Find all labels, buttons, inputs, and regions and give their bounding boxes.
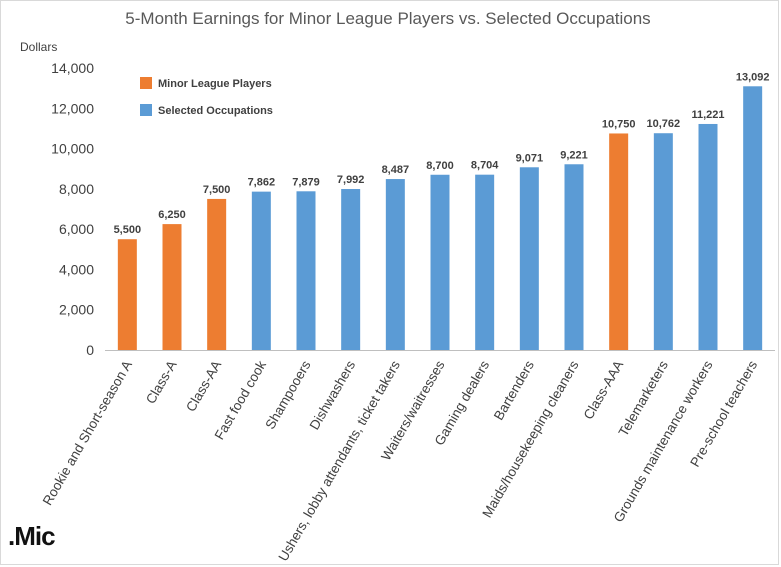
legend-label-selected-occupations: Selected Occupations	[158, 105, 273, 117]
y-tick-label: 10,000	[51, 141, 94, 157]
y-tick-label: 14,000	[51, 60, 94, 76]
bar	[296, 191, 316, 350]
x-tick-label: Shampooers	[262, 358, 313, 432]
x-tick-label: Dishwashers	[307, 358, 359, 433]
y-tick-label: 12,000	[51, 100, 94, 116]
data-labels: 5,500 6,250 7,500 7,862 7,879 7,992 8,487 8,700…	[114, 71, 770, 236]
data-label: 10,762	[647, 118, 681, 130]
x-tick-label: Class-A	[143, 358, 180, 406]
bars	[117, 86, 763, 351]
x-tick-label: Bartenders	[491, 358, 537, 423]
x-tick-label: Class-AAA	[581, 358, 627, 422]
chart-title: 5-Month Earnings for Minor League Player…	[125, 9, 650, 28]
bar	[653, 133, 673, 350]
bar	[251, 191, 271, 350]
data-label: 10,750	[602, 118, 636, 130]
data-label: 13,092	[736, 71, 770, 83]
y-tick-label: 4,000	[59, 261, 94, 277]
data-label: 6,250	[158, 209, 186, 221]
y-tick-label: 8,000	[59, 181, 94, 197]
data-label: 8,487	[382, 164, 410, 176]
x-axis-labels: Rookie and Short-season A Class-A Class-AA…	[40, 358, 761, 564]
data-label: 5,500	[114, 224, 142, 236]
y-tick-label: 0	[86, 342, 94, 358]
bar	[743, 86, 763, 351]
bar	[430, 174, 450, 350]
mic-logo: .Mic	[8, 521, 55, 551]
bar	[519, 167, 539, 350]
y-tick-label: 6,000	[59, 221, 94, 237]
data-label: 8,704	[471, 160, 499, 172]
legend: Minor League Players Selected Occupation…	[140, 77, 273, 117]
data-label: 11,221	[691, 109, 724, 121]
legend-swatch-selected-occupations	[140, 104, 152, 116]
data-label: 7,500	[203, 184, 231, 196]
bar	[385, 179, 405, 350]
data-label: 9,071	[516, 152, 544, 164]
data-label: 9,221	[560, 149, 588, 161]
data-label: 7,862	[248, 177, 276, 189]
data-label: 8,700	[426, 160, 454, 172]
bar	[564, 164, 584, 350]
x-tick-label: Maids/housekeeping cleaners	[479, 358, 581, 520]
bar	[207, 198, 227, 350]
bar	[162, 224, 182, 350]
legend-swatch-minor-league	[140, 77, 152, 89]
bar	[698, 123, 718, 351]
x-tick-label: Class-AA	[183, 358, 224, 414]
bar	[609, 133, 629, 350]
y-tick-label: 2,000	[59, 302, 94, 318]
legend-label-minor-league: Minor League Players	[158, 78, 272, 90]
y-axis-label: Dollars	[20, 40, 57, 54]
data-label: 7,879	[292, 176, 320, 188]
y-axis-ticks: 0 2,000 4,000 6,000 8,000 10,000 12,000 14,000	[51, 60, 94, 358]
bar	[117, 239, 137, 350]
x-tick-label: Rookie and Short-season A	[40, 358, 135, 508]
bar	[341, 189, 361, 350]
bar	[475, 174, 495, 350]
data-label: 7,992	[337, 174, 365, 186]
